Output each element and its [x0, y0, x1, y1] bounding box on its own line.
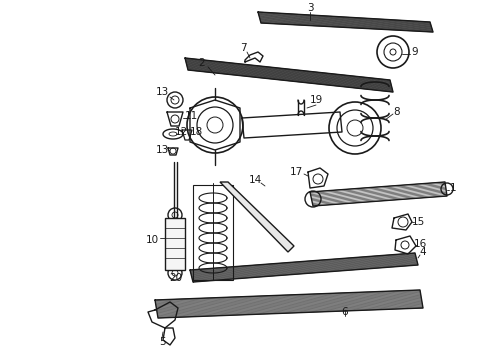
Text: 19: 19 — [309, 95, 322, 105]
Text: 15: 15 — [412, 217, 425, 227]
Text: 16: 16 — [414, 239, 427, 249]
Text: 3: 3 — [307, 3, 313, 13]
Text: 2: 2 — [198, 58, 205, 68]
Text: 10: 10 — [146, 235, 159, 245]
Text: 13: 13 — [155, 145, 169, 155]
Text: 8: 8 — [393, 107, 400, 117]
Text: 12: 12 — [174, 127, 188, 137]
Text: 5: 5 — [159, 337, 165, 347]
Polygon shape — [220, 182, 294, 252]
Text: 1: 1 — [450, 183, 456, 193]
Text: 13: 13 — [155, 87, 169, 97]
Text: 6: 6 — [342, 307, 348, 317]
Text: 18: 18 — [189, 127, 203, 137]
Text: 7: 7 — [240, 43, 246, 53]
Text: 9: 9 — [412, 47, 418, 57]
Text: 14: 14 — [248, 175, 262, 185]
Polygon shape — [193, 185, 233, 280]
Text: 4: 4 — [420, 247, 426, 257]
Polygon shape — [165, 218, 185, 270]
Text: 20: 20 — [170, 273, 183, 283]
Text: 17: 17 — [290, 167, 303, 177]
Text: 11: 11 — [184, 111, 197, 121]
